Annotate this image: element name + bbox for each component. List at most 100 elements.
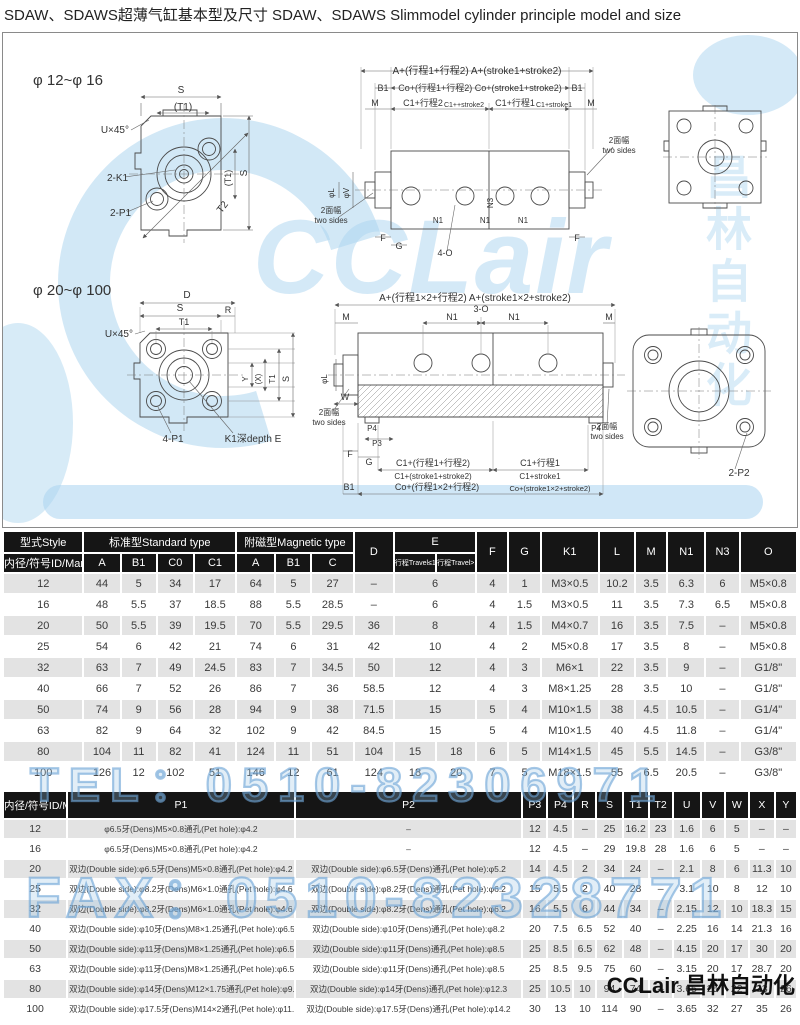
- cell: –: [649, 940, 672, 958]
- cell: 54: [84, 637, 120, 656]
- cell: 18: [394, 763, 436, 782]
- cell: 3.65: [673, 1000, 700, 1018]
- cell: 20: [701, 960, 724, 978]
- table-row: 20 50 5.5 39 19.5 70 5.5 29.5 36 8 4 1.5 M4×0.7 16 3.5…: [4, 616, 796, 635]
- cell: 27: [725, 1000, 748, 1018]
- row-id: 16: [4, 840, 67, 858]
- diagram-label: 4-P1: [162, 434, 184, 445]
- p2-cell: 双边(Double side):φ8.2牙(Dens)通孔(Pet hole):…: [295, 900, 522, 918]
- cell: 50: [354, 658, 393, 677]
- header-row: 型式Style 标准型Standard type 附磁型Magnetic type D…: [4, 532, 796, 572]
- col-header: C1: [194, 554, 236, 572]
- cell: 3.65: [673, 980, 700, 998]
- diagram-label: R: [225, 305, 232, 315]
- cell: 61: [312, 763, 353, 782]
- cell: 6: [701, 840, 724, 858]
- diagram-label: φV: [342, 187, 351, 198]
- cell: –: [706, 721, 739, 740]
- diagram-label: C1+stroke1: [536, 102, 572, 109]
- table-row: 63 双边(Double side):φ11牙(Dens)M8×1.25通孔(Pe…: [4, 960, 796, 978]
- table-row: 12 φ6.5牙(Dens)M5×0.8通孔(Pet hole):φ4.2–12 4…: [4, 820, 796, 838]
- col-header: X: [749, 792, 774, 818]
- cell: 33: [749, 980, 774, 998]
- cell: –: [775, 840, 796, 858]
- cell: 1.6: [673, 840, 700, 858]
- col-header: C: [312, 554, 353, 572]
- cell: 5: [509, 763, 540, 782]
- table-row: 40 66 7 52 26 86 7 36 58.5 12 4 3 M8×1.25 28 3.5 10– G1/…: [4, 679, 796, 698]
- cell: 11: [599, 595, 635, 614]
- cell: M3×0.5: [541, 595, 598, 614]
- cell: 28: [194, 700, 236, 719]
- cell: 17: [725, 940, 748, 958]
- diagram-label: F: [380, 233, 386, 243]
- table-row: 100 双边(Double side):φ17.5牙(Dens)M14×2通孔(P…: [4, 1000, 796, 1018]
- cell: 6.5: [636, 763, 667, 782]
- row-id: 40: [4, 920, 67, 938]
- p1-cell: 双边(Double side):φ11牙(Dens)M8×1.25通孔(Pet …: [68, 940, 294, 958]
- diagram-label: (X): [254, 373, 263, 384]
- cell: 15: [394, 721, 476, 740]
- cell: 5: [276, 574, 311, 593]
- col-header: P4: [548, 792, 573, 818]
- cell: 36: [354, 616, 393, 635]
- cell: –: [649, 920, 672, 938]
- cell: 88: [237, 595, 275, 614]
- diagram-label: C1++stroke2: [444, 102, 484, 109]
- cell: –: [574, 840, 596, 858]
- cell: 60: [623, 960, 648, 978]
- cell: 64: [237, 574, 275, 593]
- cell: 126: [84, 763, 120, 782]
- cell: M5×0.8: [740, 637, 796, 656]
- cell: –: [775, 820, 796, 838]
- cell: 5: [477, 700, 508, 719]
- cell: 74: [237, 637, 275, 656]
- cell: 9.5: [574, 960, 596, 978]
- diagram-label: two sides: [590, 432, 623, 441]
- cell: 25: [523, 960, 547, 978]
- diagram-label: N1: [446, 312, 458, 322]
- cell: G3/8": [740, 763, 796, 782]
- cell: 4: [509, 700, 540, 719]
- cell: 25: [523, 980, 547, 998]
- cell: 4: [477, 679, 508, 698]
- diagram-label: C1+行程1: [495, 97, 535, 108]
- cell: –: [649, 980, 672, 998]
- cell: 15: [523, 880, 547, 898]
- cell: 25: [523, 940, 547, 958]
- cell: 17: [725, 960, 748, 978]
- diagram-label: N1: [508, 312, 520, 322]
- cell: 5: [725, 820, 748, 838]
- cell: 28: [649, 840, 672, 858]
- cell: 2: [509, 637, 540, 656]
- cell: 3.15: [673, 960, 700, 978]
- col-header-e-sub: 行程Travel≤10: [394, 554, 436, 572]
- diagram-label: φ 12~φ 16: [33, 72, 103, 89]
- cell: 4: [477, 574, 508, 593]
- cell: 26: [775, 980, 796, 998]
- cell: 3.5: [636, 637, 667, 656]
- diagram-label: P4: [591, 424, 601, 433]
- cell: 75: [597, 960, 622, 978]
- cell: 38: [312, 700, 353, 719]
- cell: 7.5: [668, 616, 705, 635]
- col-header-d: D: [354, 532, 393, 572]
- diagram-label: M: [605, 312, 613, 322]
- cell: 15: [775, 900, 796, 918]
- cell: 48: [84, 595, 120, 614]
- col-header: G: [509, 532, 540, 572]
- cell: 74: [84, 700, 120, 719]
- diagram-label: F: [347, 449, 353, 459]
- cell: 6: [477, 742, 508, 761]
- cell: 27: [312, 574, 353, 593]
- cell: 12: [523, 840, 547, 858]
- cell: G1/8": [740, 679, 796, 698]
- cell: M6×1: [541, 658, 598, 677]
- cell: 6.5: [574, 940, 596, 958]
- diagram-label: φL: [327, 188, 336, 198]
- cell: 5.5: [121, 616, 156, 635]
- cell: 5.5: [276, 616, 311, 635]
- row-id: 100: [4, 1000, 67, 1018]
- cell: 114: [597, 1000, 622, 1018]
- table-row: 63 82 9 64 32 102 9 42 84.5 15 5 4 M10×1.5 40 4.5 11.8–…: [4, 721, 796, 740]
